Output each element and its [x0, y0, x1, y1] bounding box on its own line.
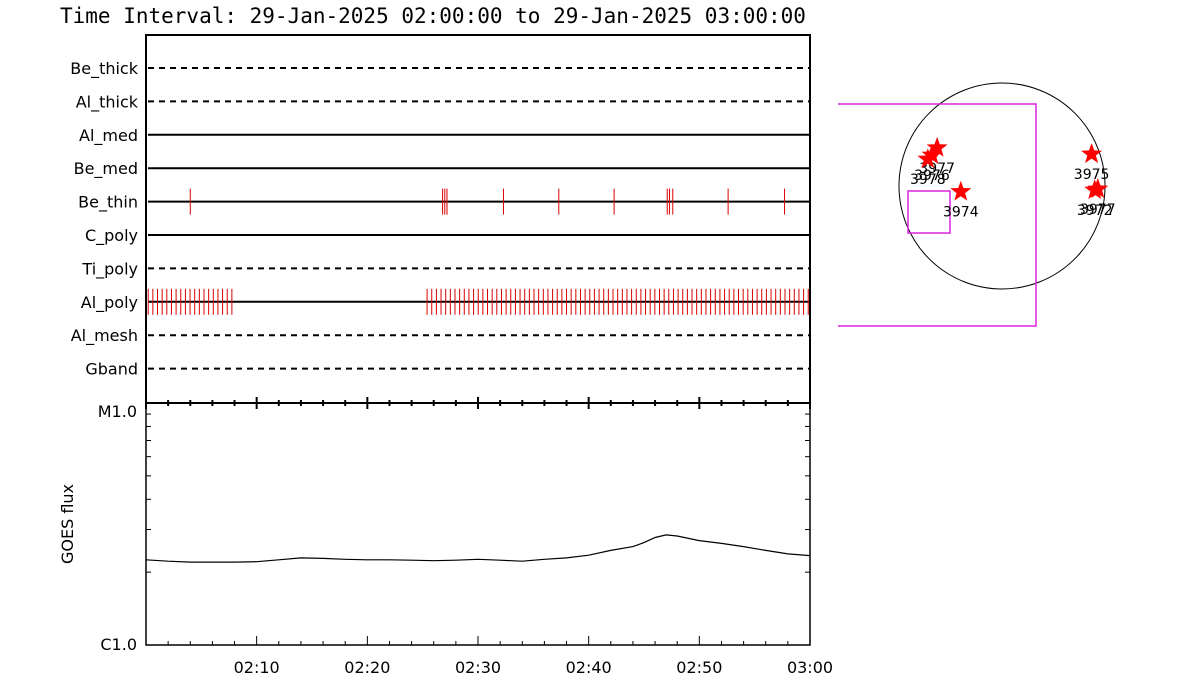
channel-label-Be_thin: Be_thin [78, 193, 138, 213]
channel-label-Be_med: Be_med [74, 159, 138, 179]
instrument-fov-box [838, 103, 1037, 327]
x-tick-label: 02:20 [344, 658, 390, 677]
active-region-star [1087, 178, 1109, 198]
channel-label-Ti_poly: Ti_poly [81, 259, 138, 279]
goes-flux-panel: 02:10 02:20 02:30 02:40 02:50 03:00 M1.0 C1.0 G… [58, 402, 833, 677]
goes-flux-series [145, 534, 811, 563]
x-tick-label: 02:40 [566, 658, 612, 677]
channel-label-Gband: Gband [85, 360, 138, 379]
active-region-label: 3974 [943, 205, 979, 221]
active-region-label: 3977 [1080, 202, 1116, 218]
channel-label-Al_thick: Al_thick [76, 92, 139, 112]
goes-panel-axis-ticks [145, 402, 811, 646]
channel-label-Al_med: Al_med [79, 126, 138, 146]
time-axis-labels: 02:10 02:20 02:30 02:40 02:50 03:00 [234, 658, 833, 677]
goes-flux-line [145, 534, 811, 563]
active-region-star [926, 136, 948, 157]
active-region-star [917, 148, 939, 169]
y-tick-label: M1.0 [98, 402, 137, 421]
channel-timeline-panel: Be_thick Al_thick Al_med Be_med Be_thin C_pol… [70, 34, 811, 409]
active-region-star [950, 180, 972, 201]
x-tick-label: 02:10 [234, 658, 280, 677]
channel-panel-frame [145, 34, 811, 404]
x-tick-label: 02:50 [676, 658, 722, 677]
active-region-label: 3976 [914, 168, 950, 184]
y-axis-label: GOES flux [58, 484, 77, 564]
x-tick-label: 02:30 [455, 658, 501, 677]
target-region-box [907, 190, 951, 234]
channel-label-Be_thick: Be_thick [70, 59, 138, 79]
channel-label-C_poly: C_poly [85, 226, 138, 246]
goes-axis-labels: M1.0 C1.0 GOES flux [58, 402, 137, 654]
active-region-label: 3977 [919, 161, 955, 177]
y-tick-label: C1.0 [100, 635, 137, 654]
chart-title: Time Interval: 29-Jan-2025 02:00:00 to 2… [60, 4, 806, 28]
x-tick-label: 03:00 [787, 658, 833, 677]
channel-label-Al_mesh: Al_mesh [71, 326, 138, 346]
active-region-label: 3972 [1077, 203, 1113, 219]
channel-label-Al_poly: Al_poly [81, 293, 138, 313]
active-region-label: 3975 [1074, 167, 1110, 183]
goes-panel-frame [145, 402, 811, 646]
channel-lines: Be_thick Al_thick Al_med Be_med Be_thin C_pol… [70, 59, 810, 379]
active-region-star [1081, 143, 1103, 163]
active-region-label: 3978 [910, 172, 946, 188]
